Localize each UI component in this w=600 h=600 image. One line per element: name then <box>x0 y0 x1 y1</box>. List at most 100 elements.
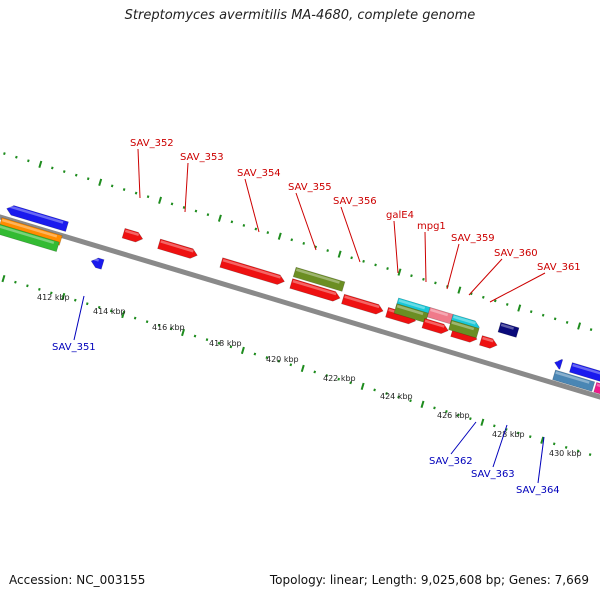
gene-sav362[interactable] <box>553 358 564 370</box>
gene-label-sav_351[interactable]: SAV_351 <box>52 342 96 353</box>
scale-tick-top <box>27 159 30 163</box>
scale-tick-bottom <box>133 316 137 320</box>
scale-tick-top <box>457 286 462 294</box>
scale-label: 412 kbp <box>37 293 70 302</box>
scale-tick-top <box>362 259 365 263</box>
gene-green-feature[interactable] <box>0 223 60 253</box>
gene-sav360[interactable] <box>479 335 498 350</box>
gene-leader-line <box>340 206 361 263</box>
scale-tick-bottom <box>516 431 520 435</box>
gene-label-sav_363[interactable]: SAV_363 <box>471 469 515 480</box>
gene-sav363[interactable] <box>552 369 596 392</box>
scale-tick-bottom <box>229 345 233 349</box>
gene-leader-line <box>489 272 546 303</box>
scale-tick-bottom <box>97 305 101 309</box>
gene-sav361-shine <box>500 323 514 330</box>
scale-tick-bottom <box>337 377 340 381</box>
gene-label-sav_355[interactable]: SAV_355 <box>288 182 332 193</box>
scale-label: 422 kbp <box>323 374 356 383</box>
scale-label: 416 kbp <box>152 323 185 332</box>
gene-sav354-shine <box>222 258 281 279</box>
gene-leader-line <box>468 258 503 296</box>
gene-leader-line <box>424 231 427 283</box>
scale-tick-bottom <box>289 363 293 367</box>
gene-label-sav_359[interactable]: SAV_359 <box>451 233 495 244</box>
gene-sav351[interactable] <box>90 256 105 270</box>
gene-sav355-shine <box>296 268 340 284</box>
scale-tick-bottom <box>85 302 89 306</box>
scale-tick-bottom <box>61 292 66 301</box>
gene-label-sav_356[interactable]: SAV_356 <box>333 196 377 207</box>
scale-tick-top <box>242 223 246 227</box>
gene-label-gale4[interactable]: galE4 <box>386 210 414 221</box>
gene-sav352[interactable] <box>121 228 144 243</box>
scale-tick-bottom <box>26 284 29 288</box>
scale-label: 426 kbp <box>437 411 470 420</box>
scale-label: 418 kbp <box>209 339 242 348</box>
gene-label-sav_364[interactable]: SAV_364 <box>516 485 560 496</box>
gene-lanes <box>0 152 600 457</box>
gene-sav350[interactable] <box>5 204 69 232</box>
gene-sav354[interactable] <box>219 257 286 287</box>
scale-tick-top <box>493 299 497 303</box>
scale-tick-bottom <box>73 298 77 302</box>
gene-label-mpg1[interactable]: mpg1 <box>417 221 446 232</box>
gene-sav358-shine <box>424 319 445 328</box>
scale-tick-top <box>410 274 413 278</box>
gene-leader-line <box>184 162 189 213</box>
gene-sav353[interactable] <box>157 238 199 260</box>
gene-sav360-shine <box>482 336 494 343</box>
scale-tick-bottom <box>181 328 186 337</box>
scale-tick-bottom <box>420 400 425 408</box>
scale-tick-top <box>194 209 198 213</box>
gene-gale4b-shine <box>396 304 424 316</box>
scale-tick-bottom <box>360 382 365 390</box>
scale-tick-top <box>15 155 18 159</box>
scale-tick-top <box>589 328 593 332</box>
gene-sav352-shine <box>124 229 140 237</box>
scale-tick-bottom <box>457 413 460 417</box>
gene-label-sav_362[interactable]: SAV_362 <box>429 456 473 467</box>
scale-tick-bottom <box>445 410 448 413</box>
gene-label-sav_353[interactable]: SAV_353 <box>180 152 224 163</box>
gene-leader-line <box>450 421 477 455</box>
scale-tick-top <box>62 170 66 173</box>
scale-tick-top <box>482 295 485 299</box>
gene-leader-line <box>244 178 260 233</box>
scale-tick-bottom <box>313 370 317 374</box>
scale-tick-bottom <box>397 395 400 399</box>
gene-sav361[interactable] <box>497 321 520 338</box>
gene-sav362b[interactable] <box>569 362 600 383</box>
gene-sav359c-shine <box>451 321 475 331</box>
scale-tick-bottom <box>552 442 556 446</box>
scale-tick-top <box>290 238 294 242</box>
gene-sav359c[interactable] <box>448 319 480 339</box>
scale-tick-top <box>217 214 222 222</box>
scale-tick-bottom <box>265 356 269 360</box>
scale-tick-bottom <box>493 424 496 428</box>
scale-tick-bottom <box>50 291 53 295</box>
gene-gale4-shine <box>398 299 426 310</box>
gene-sav356b[interactable] <box>341 293 384 316</box>
gene-sav364[interactable] <box>593 382 600 401</box>
gene-sav350-shine <box>8 205 64 224</box>
gene-label-sav_361[interactable]: SAV_361 <box>537 262 581 273</box>
scale-tick-bottom <box>576 449 580 453</box>
gene-sav362-shine <box>555 358 559 362</box>
scale-tick-bottom <box>300 364 305 373</box>
gene-label-sav_360[interactable]: SAV_360 <box>494 248 538 259</box>
scale-label: 430 kbp <box>549 449 582 458</box>
scale-tick-bottom <box>205 338 209 342</box>
gene-sav356[interactable] <box>289 278 342 303</box>
scale-tick-top <box>350 256 353 260</box>
gene-sav355[interactable] <box>292 266 346 292</box>
scale-tick-top <box>74 173 78 177</box>
gene-sav363-shine <box>555 371 590 384</box>
scale-tick-top <box>146 195 150 199</box>
gene-label-sav_352[interactable]: SAV_352 <box>130 138 174 149</box>
gene-sav358[interactable] <box>421 317 450 335</box>
scale-tick-top <box>206 213 210 217</box>
gene-label-sav_354[interactable]: SAV_354 <box>237 168 281 179</box>
gene-leader-line <box>295 192 317 251</box>
